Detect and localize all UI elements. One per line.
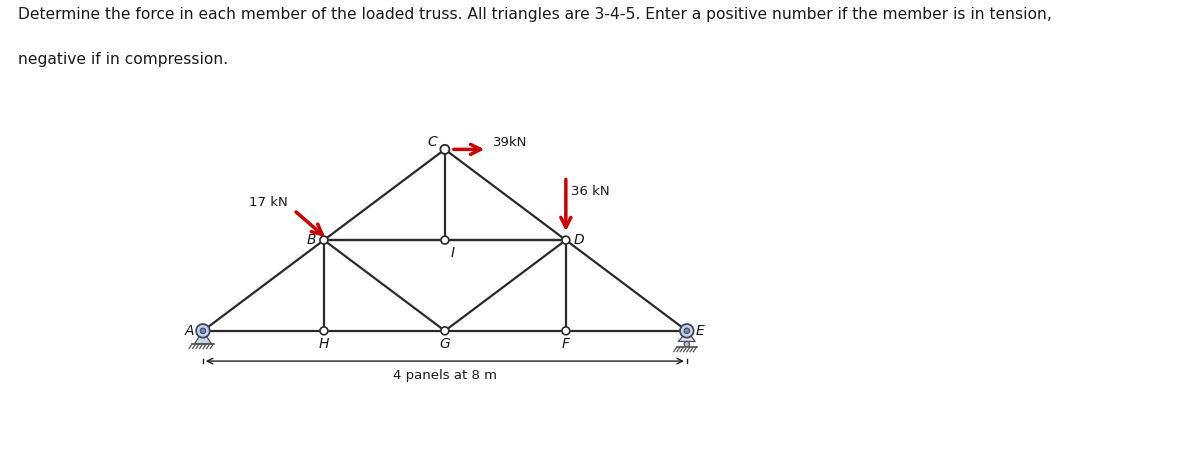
Circle shape [440,236,449,244]
Circle shape [196,324,210,337]
Circle shape [440,145,450,154]
Text: 36 kN: 36 kN [571,185,610,198]
Circle shape [440,327,449,335]
Circle shape [684,342,690,347]
Circle shape [562,236,570,244]
Circle shape [562,327,570,335]
Polygon shape [678,331,695,342]
Circle shape [680,324,694,337]
Text: 39kN: 39kN [493,136,528,149]
Text: D: D [574,233,584,247]
Text: G: G [439,337,450,352]
Text: negative if in compression.: negative if in compression. [18,52,228,67]
Text: 17 kN: 17 kN [250,196,288,209]
Circle shape [320,236,328,244]
Text: Determine the force in each member of the loaded truss. All triangles are 3-4-5.: Determine the force in each member of th… [18,7,1052,22]
Circle shape [684,328,690,333]
Text: F: F [562,337,570,352]
Text: E: E [696,324,704,338]
Text: A: A [185,324,194,338]
Polygon shape [194,331,211,344]
Text: H: H [319,337,329,352]
Text: C: C [428,135,438,149]
Text: B: B [307,233,317,247]
Text: 4 panels at 8 m: 4 panels at 8 m [392,369,497,382]
Circle shape [200,328,205,333]
Circle shape [320,327,328,335]
Text: I: I [450,246,455,260]
